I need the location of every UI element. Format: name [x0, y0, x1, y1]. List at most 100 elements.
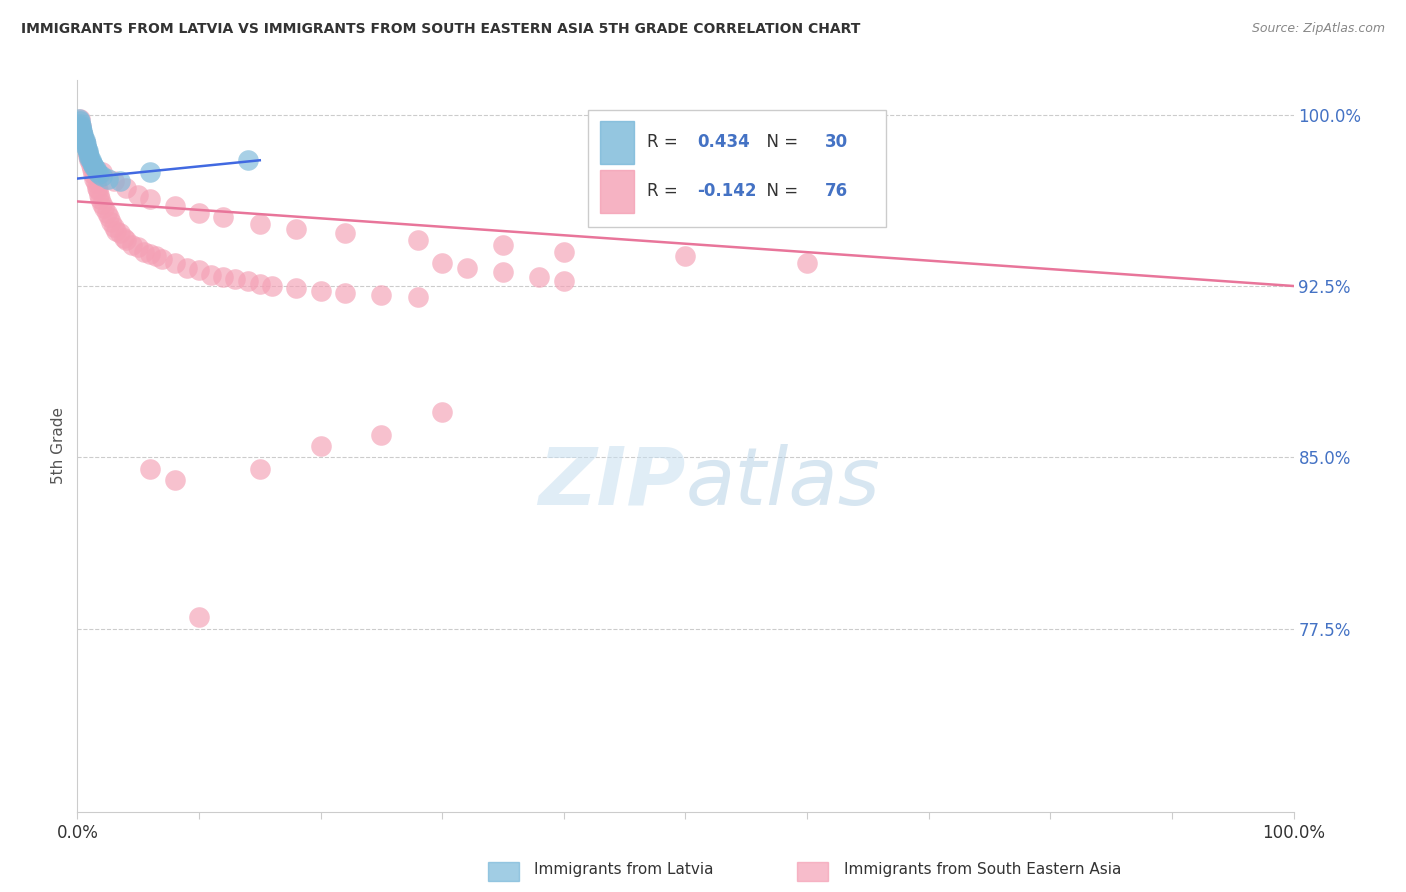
Point — [69, 114, 91, 128]
Point — [83, 171, 105, 186]
Point — [97, 211, 120, 225]
Point — [79, 153, 101, 168]
Point — [86, 164, 108, 178]
Point — [89, 192, 111, 206]
Point — [73, 135, 96, 149]
Point — [430, 256, 453, 270]
Point — [79, 149, 101, 163]
Point — [121, 237, 143, 252]
Point — [72, 130, 94, 145]
Point — [163, 256, 186, 270]
Point — [108, 174, 131, 188]
FancyBboxPatch shape — [600, 169, 634, 213]
Point — [82, 158, 104, 172]
Point — [163, 473, 186, 487]
Text: R =: R = — [647, 183, 682, 201]
Text: 30: 30 — [825, 134, 848, 152]
Point — [212, 211, 235, 225]
Point — [80, 158, 103, 172]
Point — [115, 180, 138, 194]
Point — [80, 153, 103, 168]
Text: Immigrants from Latvia: Immigrants from Latvia — [534, 863, 714, 877]
Point — [70, 123, 93, 137]
Point — [77, 146, 100, 161]
Point — [163, 199, 186, 213]
FancyBboxPatch shape — [588, 110, 886, 227]
Point — [79, 151, 101, 165]
Point — [75, 139, 97, 153]
Point — [77, 144, 100, 158]
Point — [492, 265, 515, 279]
Point — [84, 162, 107, 177]
Point — [108, 227, 131, 241]
Point — [86, 180, 108, 194]
Point — [96, 206, 118, 220]
Point — [145, 249, 167, 263]
Point — [309, 284, 332, 298]
Point — [675, 249, 697, 263]
Point — [529, 269, 551, 284]
Point — [76, 142, 98, 156]
Point — [139, 164, 162, 178]
Point — [73, 135, 96, 149]
Point — [70, 126, 93, 140]
Point — [80, 155, 103, 169]
Point — [87, 183, 110, 197]
Point — [309, 439, 332, 453]
Point — [70, 119, 93, 133]
Point — [796, 256, 818, 270]
Text: ZIP: ZIP — [538, 443, 686, 522]
Point — [127, 240, 149, 254]
Point — [105, 224, 128, 238]
Point — [370, 427, 392, 442]
Text: N =: N = — [756, 134, 803, 152]
Point — [260, 279, 283, 293]
Point — [188, 610, 211, 624]
Text: N =: N = — [756, 183, 803, 201]
Point — [76, 144, 98, 158]
Y-axis label: 5th Grade: 5th Grade — [51, 408, 66, 484]
Point — [93, 201, 115, 215]
Point — [100, 215, 122, 229]
Point — [406, 290, 429, 304]
Point — [70, 126, 93, 140]
Text: Source: ZipAtlas.com: Source: ZipAtlas.com — [1251, 22, 1385, 36]
Point — [89, 187, 111, 202]
Point — [75, 137, 97, 152]
Text: atlas: atlas — [686, 443, 880, 522]
Text: IMMIGRANTS FROM LATVIA VS IMMIGRANTS FROM SOUTH EASTERN ASIA 5TH GRADE CORRELATI: IMMIGRANTS FROM LATVIA VS IMMIGRANTS FRO… — [21, 22, 860, 37]
Point — [333, 285, 356, 300]
Point — [70, 121, 93, 136]
Point — [553, 274, 575, 288]
Point — [70, 119, 93, 133]
Point — [188, 206, 211, 220]
Point — [134, 244, 156, 259]
Point — [77, 149, 100, 163]
Point — [249, 217, 271, 231]
Point — [90, 169, 112, 184]
Point — [249, 277, 271, 291]
Point — [152, 252, 174, 266]
Point — [139, 247, 162, 261]
Point — [127, 187, 149, 202]
Point — [139, 192, 162, 206]
Point — [80, 162, 103, 177]
Point — [69, 112, 91, 127]
Point — [103, 219, 125, 234]
Point — [112, 231, 135, 245]
Point — [285, 222, 308, 236]
Point — [90, 164, 112, 178]
Point — [492, 237, 515, 252]
Text: 0.434: 0.434 — [697, 134, 751, 152]
Point — [83, 160, 105, 174]
Point — [333, 227, 356, 241]
Text: -0.142: -0.142 — [697, 183, 756, 201]
Point — [139, 462, 162, 476]
Point — [188, 263, 211, 277]
Point — [69, 117, 91, 131]
Point — [89, 167, 111, 181]
Point — [370, 288, 392, 302]
Point — [285, 281, 308, 295]
Point — [97, 171, 120, 186]
Point — [553, 244, 575, 259]
